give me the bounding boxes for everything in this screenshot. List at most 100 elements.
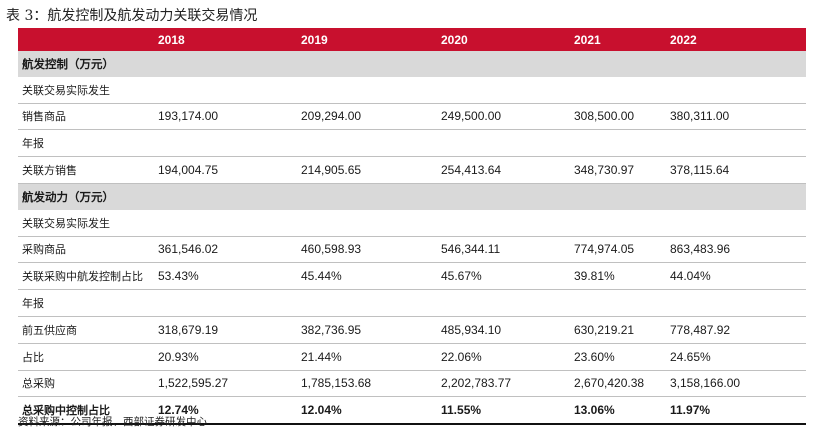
table-cell: 45.67% (441, 262, 574, 291)
header-year: 2018 (158, 28, 301, 51)
table-row: 关联交易实际发生 (18, 76, 806, 104)
table-cell: 44.04% (670, 262, 806, 291)
row-label: 关联交易实际发生 (18, 76, 158, 104)
table-cell: 546,344.11 (441, 236, 574, 264)
row-label: 占比 (18, 343, 158, 371)
table-cell: 2,202,783.77 (441, 370, 574, 398)
table-cell (574, 209, 670, 237)
table-row: 关联交易实际发生 (18, 209, 806, 237)
table-cell: 1,785,153.68 (301, 370, 441, 398)
row-label: 航发控制（万元） (18, 51, 158, 77)
table-cell (574, 51, 670, 77)
table-cell (441, 129, 574, 158)
table-row: 总采购 1,522,595.27 1,785,153.68 2,202,783.77 2… (18, 370, 806, 398)
table-cell: 23.60% (574, 343, 670, 371)
table-cell: 308,500.00 (574, 103, 670, 131)
table-cell: 382,736.95 (301, 316, 441, 344)
table-cell: 630,219.21 (574, 316, 670, 344)
header-corner (18, 28, 158, 51)
row-label: 关联方销售 (18, 156, 158, 184)
table-cell (158, 183, 301, 210)
table-cell (441, 209, 574, 237)
table-cell (574, 76, 670, 104)
table-cell: 12.04% (301, 396, 441, 426)
table-cell: 20.93% (158, 343, 301, 371)
table-cell: 249,500.00 (441, 103, 574, 131)
table-cell (158, 76, 301, 104)
table-cell: 24.65% (670, 343, 806, 371)
table-row: 前五供应商 318,679.19 382,736.95 485,934.10 630,2… (18, 316, 806, 344)
header-year: 2019 (301, 28, 441, 51)
table-cell (441, 289, 574, 317)
table-cell: 39.81% (574, 262, 670, 291)
table-cell: 318,679.19 (158, 316, 301, 344)
table-cell (670, 289, 806, 317)
table-cell: 21.44% (301, 343, 441, 371)
table-cell (301, 289, 441, 317)
table-cell (574, 129, 670, 158)
table-cell: 778,487.92 (670, 316, 806, 344)
table-cell: 214,905.65 (301, 156, 441, 184)
row-label: 年报 (18, 289, 158, 317)
table-header-row: 2018 2019 2020 2021 2022 (18, 28, 806, 51)
table-cell: 193,174.00 (158, 103, 301, 131)
table-cell: 45.44% (301, 262, 441, 291)
table-cell: 11.55% (441, 396, 574, 426)
table-cell: 485,934.10 (441, 316, 574, 344)
table-cell (158, 289, 301, 317)
table-cell: 254,413.64 (441, 156, 574, 184)
table-cell: 22.06% (441, 343, 574, 371)
section-row: 航发控制（万元） (18, 51, 806, 77)
table-cell: 209,294.00 (301, 103, 441, 131)
table-cell: 11.97% (670, 396, 806, 426)
row-label: 关联交易实际发生 (18, 209, 158, 237)
table-cell: 774,974.05 (574, 236, 670, 264)
header-year: 2020 (441, 28, 574, 51)
table-cell (158, 51, 301, 77)
table-row: 年报 (18, 289, 806, 317)
table-row: 采购商品 361,546.02 460,598.93 546,344.11 774,97… (18, 236, 806, 264)
table-cell (574, 289, 670, 317)
table-cell (441, 183, 574, 210)
table-row: 关联采购中航发控制占比 53.43% 45.44% 45.67% 39.81% 44.04… (18, 262, 806, 291)
table-cell: 378,115.64 (670, 156, 806, 184)
table-cell: 361,546.02 (158, 236, 301, 264)
table-cell (301, 129, 441, 158)
row-label: 总采购中控制占比 (18, 396, 158, 426)
table-cell (574, 183, 670, 210)
table-cell: 12.74% (158, 396, 301, 426)
table-row: 年报 (18, 129, 806, 158)
header-year: 2021 (574, 28, 670, 51)
table-cell (301, 51, 441, 77)
table-cell (670, 76, 806, 104)
table-cell (301, 183, 441, 210)
table-cell (158, 129, 301, 158)
table-cell: 2,670,420.38 (574, 370, 670, 398)
table-cell (158, 209, 301, 237)
table-cell (301, 209, 441, 237)
table-cell: 194,004.75 (158, 156, 301, 184)
table-row: 关联方销售 194,004.75 214,905.65 254,413.64 348,7… (18, 156, 806, 184)
table-cell (670, 209, 806, 237)
table-row: 占比 20.93% 21.44% 22.06% 23.60% 24.65% (18, 343, 806, 371)
table-cell: 3,158,166.00 (670, 370, 806, 398)
table-cell: 460,598.93 (301, 236, 441, 264)
row-label: 采购商品 (18, 236, 158, 264)
table-cell: 863,483.96 (670, 236, 806, 264)
header-year: 2022 (670, 28, 806, 51)
table-cell: 348,730.97 (574, 156, 670, 184)
related-transactions-table: 2018 2019 2020 2021 2022 航发控制（万元） 关联交易实际发… (18, 28, 806, 426)
source-note: 资料来源：公司年报、西部证券研发中心 (18, 416, 207, 428)
table-title: 表 3：航发控制及航发动力关联交易情况 (6, 8, 258, 24)
table-cell (301, 76, 441, 104)
table-cell (441, 51, 574, 77)
row-label: 关联采购中航发控制占比 (18, 262, 158, 291)
row-label: 总采购 (18, 370, 158, 398)
table-row: 总采购中控制占比 12.74% 12.04% 11.55% 13.06% 11.97% (18, 396, 806, 426)
table-cell (441, 76, 574, 104)
section-row: 航发动力（万元） (18, 183, 806, 210)
table-row: 销售商品 193,174.00 209,294.00 249,500.00 308,50… (18, 103, 806, 131)
table-cell: 1,522,595.27 (158, 370, 301, 398)
table-cell: 380,311.00 (670, 103, 806, 131)
row-label: 年报 (18, 129, 158, 158)
